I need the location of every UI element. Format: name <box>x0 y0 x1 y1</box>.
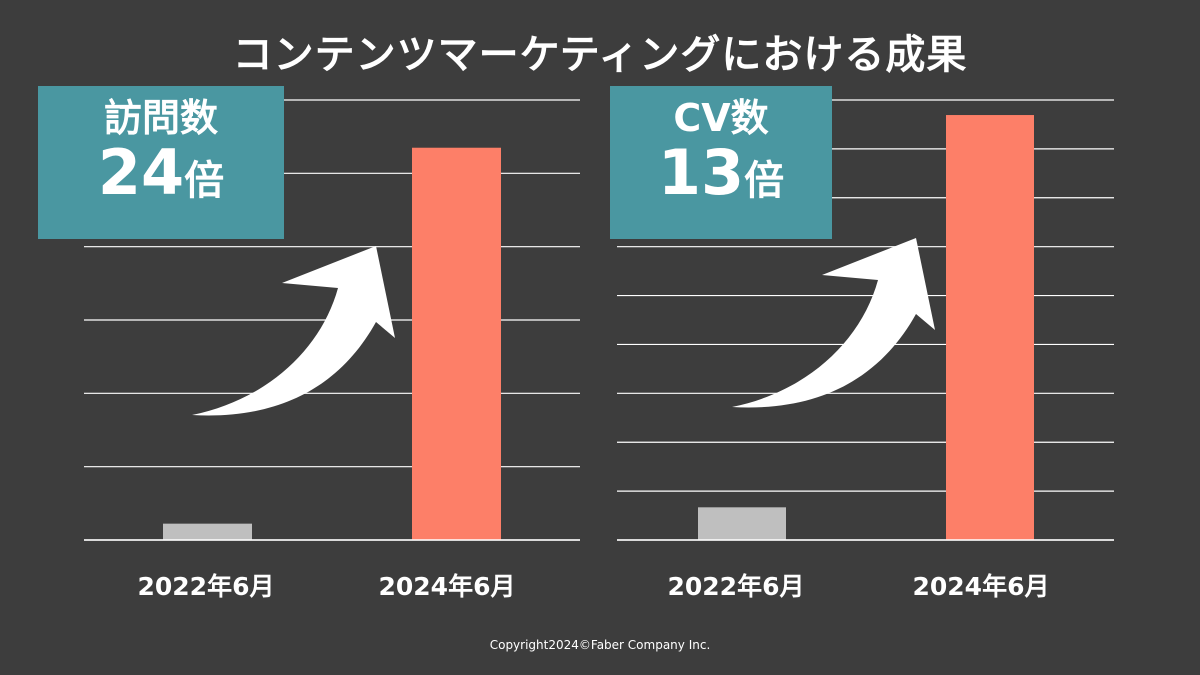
page-title: コンテンツマーケティングにおける成果 <box>232 32 968 78</box>
bar-after <box>412 147 501 541</box>
callout-multiplier: 13倍 <box>610 140 832 222</box>
callout-metric-label: 訪問数 <box>103 96 218 140</box>
copyright-text: Copyright2024©Faber Company Inc. <box>489 638 711 652</box>
multiplier-unit: 倍 <box>744 158 785 204</box>
bar-after <box>946 115 1034 540</box>
growth-arrow-icon <box>192 246 395 416</box>
x-tick-label: 2022年6月 <box>668 572 805 601</box>
chart-cv: 2022年6月 2024年6月 <box>617 99 1114 601</box>
growth-arrow-icon <box>732 238 935 408</box>
callout-metric-label: CV数 <box>673 96 769 140</box>
multiplier-number: 24 <box>97 136 185 209</box>
bar-before <box>698 507 786 540</box>
multiplier-number: 13 <box>657 136 745 209</box>
callout-cv: CV数 13倍 <box>610 86 832 239</box>
callout-visits: 訪問数 24倍 <box>38 86 284 239</box>
chart-visits: 2022年6月 2024年6月 <box>84 99 580 601</box>
chart-panel-visits: 2022年6月 2024年6月 訪問数 24倍 <box>0 0 580 675</box>
bar-before <box>163 523 252 540</box>
chart-panel-cv: 2022年6月 2024年6月 CV数 13倍 <box>560 0 1120 675</box>
callout-multiplier: 24倍 <box>38 140 284 222</box>
x-tick-label: 2024年6月 <box>913 572 1050 601</box>
x-tick-label: 2022年6月 <box>138 572 275 601</box>
x-tick-label: 2024年6月 <box>379 572 516 601</box>
multiplier-unit: 倍 <box>184 158 225 204</box>
